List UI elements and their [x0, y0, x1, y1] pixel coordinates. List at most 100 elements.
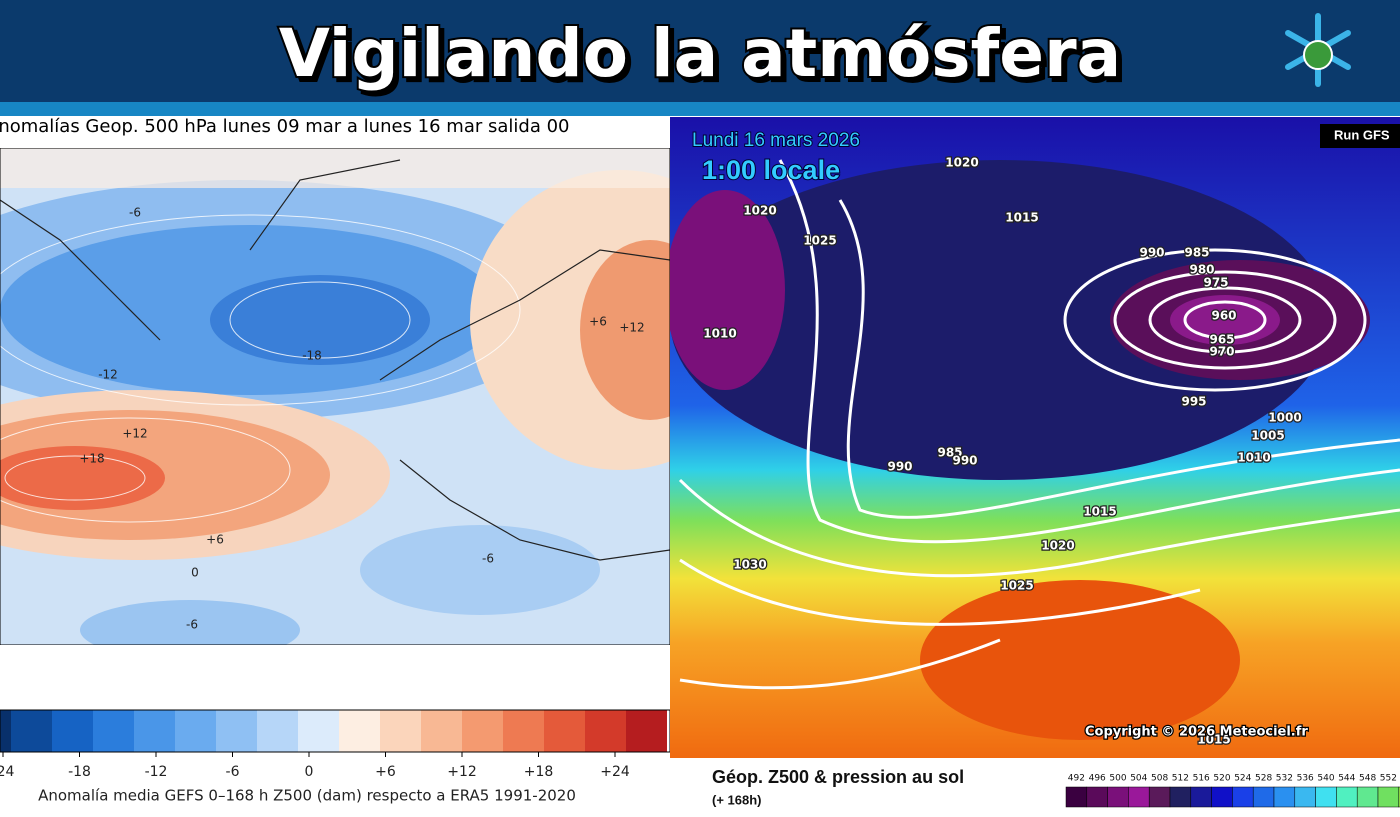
isobar-label: 1015: [1197, 733, 1230, 747]
scale-label: 496: [1089, 774, 1106, 784]
isobar-label: 990: [887, 460, 912, 474]
isobar-label: 1010: [703, 327, 736, 341]
isobar-label: 985: [937, 446, 962, 460]
colorbar: -24 -18 -12 -6 0 +6 +12 +18 +24 Anomalía media GE…: [0, 709, 671, 805]
header-title: Vigilando la atmósfera: [279, 15, 1121, 92]
scale-label: 500: [1109, 774, 1126, 784]
scale-label: 492: [1068, 774, 1085, 784]
colorbar-tick-label: +12: [447, 764, 477, 780]
colorbar-tick-label: +6: [375, 764, 396, 780]
scale-cell: [1086, 786, 1108, 808]
colorbar-cell: [257, 710, 298, 752]
colorbar-tick-label: 0: [305, 764, 314, 780]
scale-cell: [1377, 786, 1400, 808]
colorbar-cell: [339, 710, 380, 752]
colorbar-cell: [626, 710, 667, 752]
scale-cell: [1128, 786, 1150, 808]
colorbar-cell: [175, 710, 216, 752]
isobar-label: 1020: [743, 204, 776, 218]
contour-label: +12: [619, 321, 644, 335]
color-scale: 492 496 500 504 508 512 516 520 524 528 532 536 540 5…: [1065, 774, 1400, 808]
isobar-label: 1015: [1083, 505, 1116, 519]
contour-label: -6: [186, 618, 198, 632]
colorbar-cell: [11, 710, 52, 752]
anomaly-map: [0, 148, 670, 645]
colorbar-tick-label: +18: [524, 764, 554, 780]
isobar-label: 1015: [1005, 211, 1038, 225]
contour-label: -6: [129, 206, 141, 220]
isobar-label: 990: [1139, 246, 1164, 260]
scale-cell: [1107, 786, 1129, 808]
contour-label: +6: [206, 533, 224, 547]
isobar-label: 995: [1181, 395, 1206, 409]
colorbar-caption: Anomalía media GEFS 0–168 h Z500 (dam) r…: [38, 787, 576, 805]
isobar-label: 1010: [1237, 451, 1270, 465]
isobar-label: 970: [1209, 345, 1234, 359]
contour-label: +6: [589, 315, 607, 329]
scale-label: 528: [1255, 774, 1272, 784]
map-date: Lundi 16 mars 2026: [692, 130, 860, 151]
colorbar-tick-label: -12: [145, 764, 168, 780]
isobar-label: 960: [1211, 309, 1236, 323]
contour-label: +18: [79, 452, 104, 466]
pressure-map: [670, 117, 1400, 758]
scale-cell: [1336, 786, 1358, 808]
contour-label: 0: [191, 566, 199, 580]
header-stripe: [0, 102, 1400, 116]
scale-label: 552: [1380, 774, 1397, 784]
scale-cell: [1211, 786, 1233, 808]
lead-time: (+ 168h): [712, 792, 762, 807]
contour-label: -18: [302, 349, 322, 363]
colorbar-cell: [421, 710, 462, 752]
scale-cell: [1356, 786, 1379, 808]
scale-label: 532: [1276, 774, 1293, 784]
isobar-label: 1025: [1000, 579, 1033, 593]
isobar-label: 1030: [733, 558, 766, 572]
colorbar-cell: [544, 710, 585, 752]
scale-label: 520: [1213, 774, 1230, 784]
scale-cell: [1169, 786, 1192, 808]
isobar-label: 980: [1189, 263, 1214, 277]
isobar-label: 965: [1209, 333, 1234, 347]
scale-cell: [1252, 786, 1275, 808]
isobar-label: 1020: [945, 156, 978, 170]
colorbar-tick-label: -6: [226, 764, 240, 780]
isobar-label: 1005: [1251, 429, 1284, 443]
colorbar-cell: [585, 710, 626, 752]
copyright: Copyright © 2026 Meteociel.fr: [1085, 725, 1308, 740]
run-badge: [1320, 124, 1400, 148]
colorbar-cell: [134, 710, 175, 752]
colorbar-tick-label: +24: [600, 764, 630, 780]
isobar-label: 1025: [803, 234, 836, 248]
isobar-label: 975: [1203, 276, 1228, 290]
scale-cell: [1232, 786, 1254, 808]
scale-cell: [1065, 786, 1088, 808]
colorbar-tick-label: -24: [0, 764, 15, 780]
scale-label: 524: [1234, 774, 1251, 784]
scale-label: 516: [1193, 774, 1210, 784]
map-caption: Géop. Z500 & pression au sol: [712, 767, 964, 787]
isobar-label: 1020: [1041, 539, 1074, 553]
scale-cell: [1294, 786, 1316, 808]
isobar-label: 1000: [1268, 411, 1301, 425]
isobar-label: 990: [952, 454, 977, 468]
isobar-label: 985: [1184, 246, 1209, 260]
scale-label: 508: [1151, 774, 1168, 784]
colorbar-cell: [298, 710, 339, 752]
scale-cell: [1398, 786, 1400, 808]
header-bar: [0, 0, 1400, 102]
map-title: Anomalías Geop. 500 hPa lunes 09 mar a l…: [0, 116, 569, 137]
run-label: Run GFS: [1334, 127, 1390, 142]
colorbar-cell: [0, 710, 11, 752]
scale-label: 504: [1130, 774, 1147, 784]
colorbar-cell: [380, 710, 421, 752]
contour-label: +12: [122, 427, 147, 441]
scale-cell: [1315, 786, 1337, 808]
map-time: 1:00 locale: [702, 155, 840, 185]
scale-label: 536: [1297, 774, 1314, 784]
scale-cell: [1148, 786, 1171, 808]
scale-label: 544: [1338, 774, 1355, 784]
contour-label: -6: [482, 552, 494, 566]
colorbar-cell: [93, 710, 134, 752]
